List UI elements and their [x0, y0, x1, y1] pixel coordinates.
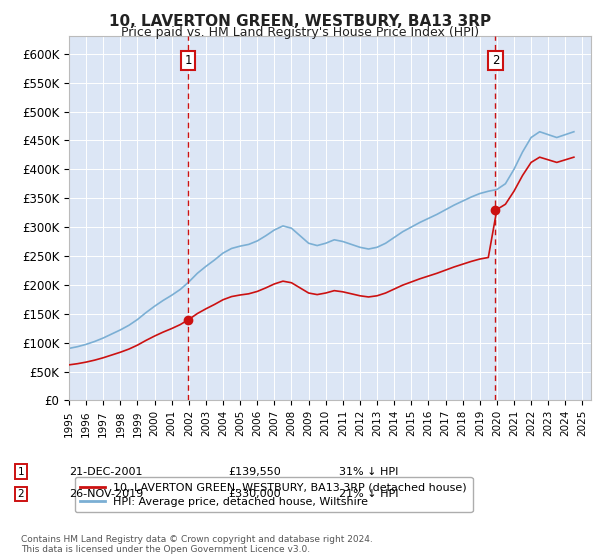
Text: 2: 2 [492, 54, 499, 67]
Text: 21-DEC-2001: 21-DEC-2001 [69, 466, 143, 477]
Text: 26-NOV-2019: 26-NOV-2019 [69, 489, 143, 499]
Text: Contains HM Land Registry data © Crown copyright and database right 2024.
This d: Contains HM Land Registry data © Crown c… [21, 535, 373, 554]
Text: 31% ↓ HPI: 31% ↓ HPI [339, 466, 398, 477]
Text: 1: 1 [17, 466, 25, 477]
Text: 1: 1 [185, 54, 192, 67]
Text: £139,550: £139,550 [228, 466, 281, 477]
Legend: 10, LAVERTON GREEN, WESTBURY, BA13 3RP (detached house), HPI: Average price, det: 10, LAVERTON GREEN, WESTBURY, BA13 3RP (… [74, 477, 473, 512]
Text: 10, LAVERTON GREEN, WESTBURY, BA13 3RP: 10, LAVERTON GREEN, WESTBURY, BA13 3RP [109, 14, 491, 29]
Text: 21% ↓ HPI: 21% ↓ HPI [339, 489, 398, 499]
Text: Price paid vs. HM Land Registry's House Price Index (HPI): Price paid vs. HM Land Registry's House … [121, 26, 479, 39]
Text: £330,000: £330,000 [228, 489, 281, 499]
Text: 2: 2 [17, 489, 25, 499]
